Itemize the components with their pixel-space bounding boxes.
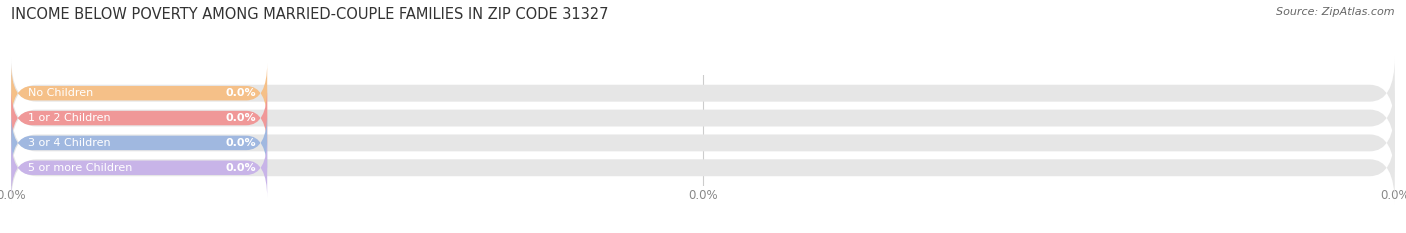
FancyBboxPatch shape: [11, 107, 1395, 179]
FancyBboxPatch shape: [11, 63, 267, 123]
Text: 0.0%: 0.0%: [225, 138, 256, 148]
Text: 0.0%: 0.0%: [225, 88, 256, 98]
Text: INCOME BELOW POVERTY AMONG MARRIED-COUPLE FAMILIES IN ZIP CODE 31327: INCOME BELOW POVERTY AMONG MARRIED-COUPL…: [11, 7, 609, 22]
Text: 5 or more Children: 5 or more Children: [28, 163, 132, 173]
Text: 0.0%: 0.0%: [225, 163, 256, 173]
FancyBboxPatch shape: [11, 113, 267, 173]
FancyBboxPatch shape: [11, 138, 267, 198]
Text: 0.0%: 0.0%: [225, 113, 256, 123]
Text: No Children: No Children: [28, 88, 93, 98]
FancyBboxPatch shape: [11, 82, 1395, 154]
Text: 1 or 2 Children: 1 or 2 Children: [28, 113, 111, 123]
FancyBboxPatch shape: [11, 57, 1395, 130]
FancyBboxPatch shape: [11, 88, 267, 148]
Text: 3 or 4 Children: 3 or 4 Children: [28, 138, 111, 148]
FancyBboxPatch shape: [11, 131, 1395, 204]
Text: Source: ZipAtlas.com: Source: ZipAtlas.com: [1277, 7, 1395, 17]
